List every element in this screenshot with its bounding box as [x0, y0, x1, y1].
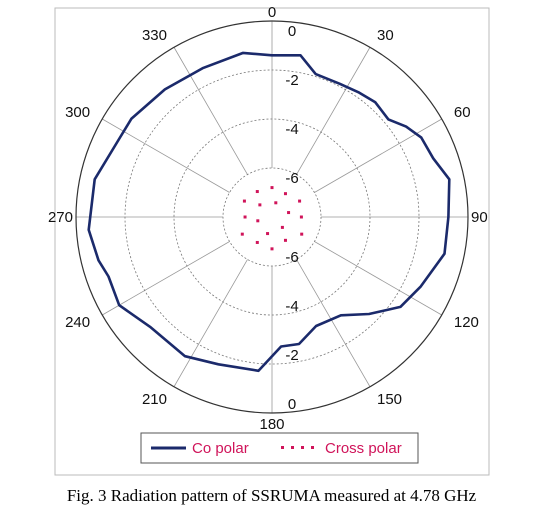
series-co-polar-line [87, 51, 451, 373]
angle-label-270: 270 [48, 209, 73, 226]
radial-label-upper: -6 [285, 170, 298, 187]
legend-box [140, 432, 419, 464]
radial-label-lower: -4 [285, 298, 298, 315]
cross-polar-point [240, 232, 244, 236]
angle-label-90: 90 [471, 209, 488, 226]
spoke-60 [314, 118, 442, 193]
legend-cross-dot [281, 446, 284, 449]
angle-label-120: 120 [454, 314, 479, 331]
radial-label-upper: -2 [285, 72, 298, 89]
legend-cross-dot [291, 446, 294, 449]
legend-cross-dot [311, 446, 314, 449]
legend: Co polar Cross polar [140, 432, 419, 464]
outer-circle [75, 20, 469, 414]
cross-polar-point [280, 225, 284, 229]
spoke-120 [314, 241, 442, 316]
legend-co-polar-label: Co polar [192, 440, 249, 457]
grid-circle [222, 167, 322, 267]
grid-circle [173, 118, 371, 316]
radial-label-lower: -2 [285, 347, 298, 364]
cross-polar-point [243, 215, 247, 219]
angle-label-210: 210 [142, 391, 167, 408]
cross-polar-point [255, 240, 259, 244]
cross-polar-point [270, 186, 274, 190]
angle-label-330: 330 [142, 27, 167, 44]
cross-polar-point [266, 232, 270, 236]
figure-caption: Fig. 3 Radiation pattern of SSRUMA measu… [66, 486, 477, 505]
radial-label-upper: -4 [285, 121, 298, 138]
angle-label-240: 240 [65, 314, 90, 331]
series-layer [87, 51, 451, 373]
grid-circle [124, 69, 420, 365]
angle-label-0: 0 [268, 4, 276, 21]
cross-polar-point [255, 190, 259, 194]
cross-polar-point [287, 211, 291, 215]
legend-cross-polar-swatch [281, 446, 314, 449]
cross-polar-point [256, 219, 260, 223]
angle-label-180: 180 [259, 416, 284, 433]
cross-polar-point [298, 199, 302, 203]
legend-cross-dot [301, 446, 304, 449]
angle-label-300: 300 [65, 104, 90, 121]
cross-polar-point [274, 201, 278, 205]
angle-label-30: 30 [377, 27, 394, 44]
spoke-330 [173, 47, 248, 175]
cross-polar-point [242, 199, 246, 203]
cross-polar-point [300, 232, 304, 236]
radial-label-lower: 0 [288, 396, 296, 413]
legend-cross-polar-label: Cross polar [325, 440, 402, 457]
cross-polar-point [258, 203, 262, 207]
angle-label-60: 60 [454, 104, 471, 121]
cross-polar-point [299, 215, 303, 219]
spoke-150 [296, 259, 371, 387]
cross-polar-point [283, 238, 287, 242]
radial-label-lower: -6 [285, 249, 298, 266]
cross-polar-point [270, 247, 274, 251]
radial-label-upper: 0 [288, 23, 296, 40]
spoke-30 [296, 47, 371, 175]
angle-label-150: 150 [377, 391, 402, 408]
spoke-240 [102, 241, 230, 316]
polar-grid [75, 20, 469, 414]
spoke-210 [173, 259, 248, 387]
cross-polar-point [283, 192, 287, 196]
